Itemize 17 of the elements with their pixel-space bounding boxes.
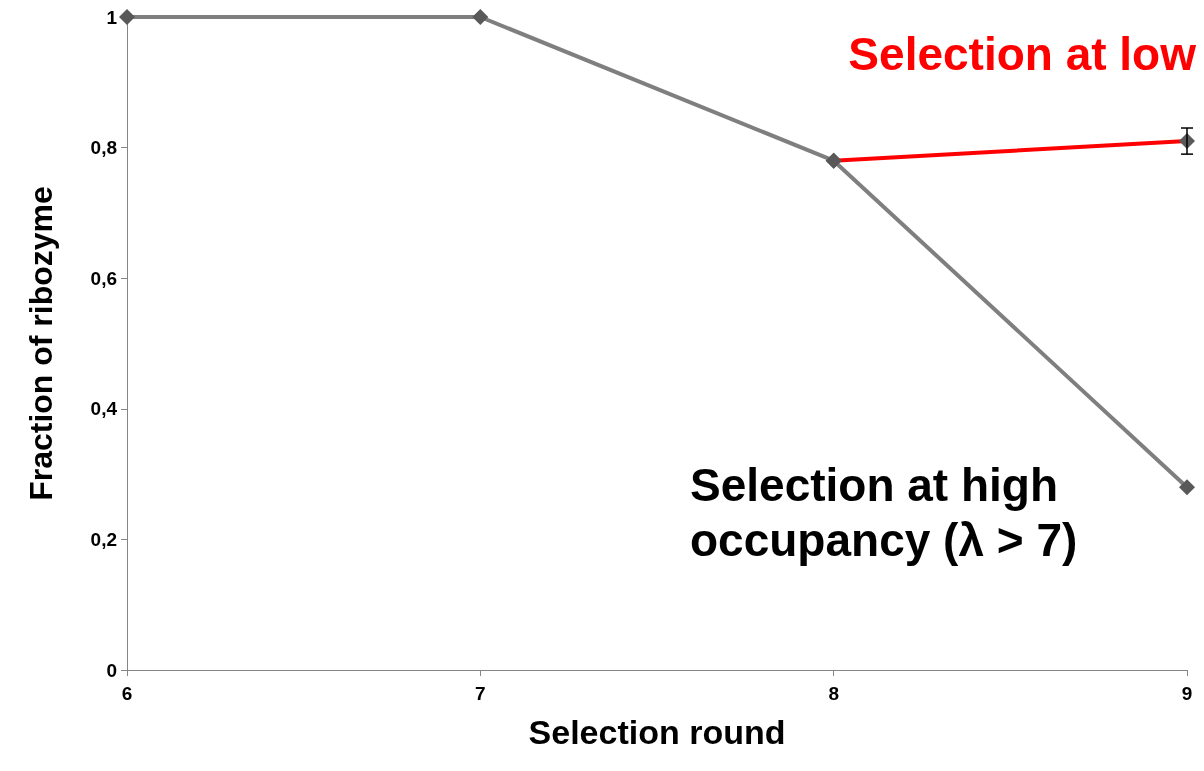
x-tick-label: 6 [121,683,133,704]
y-tick-label: 0,4 [90,398,118,420]
x-tick-label: 9 [1181,683,1193,704]
y-tick-label: 1 [106,6,118,28]
x-tick-label: 8 [828,683,839,704]
y-tick-label: 0,6 [90,267,117,289]
y-tick-label: 0,8 [90,137,117,159]
y-tick-label: 0,2 [90,528,117,550]
series-label: Selection at low [848,28,1197,81]
point [1179,479,1195,496]
point [119,9,135,25]
point [472,9,489,25]
y-tick-label: 0 [106,659,117,681]
y-axis-title: Fraction of ribozyme [23,186,59,501]
x-tick-label: 7 [475,683,486,704]
x-axis-title: Selection round [528,713,786,751]
series-label: Selection at high occupancy (λ > 7) [690,458,1078,566]
